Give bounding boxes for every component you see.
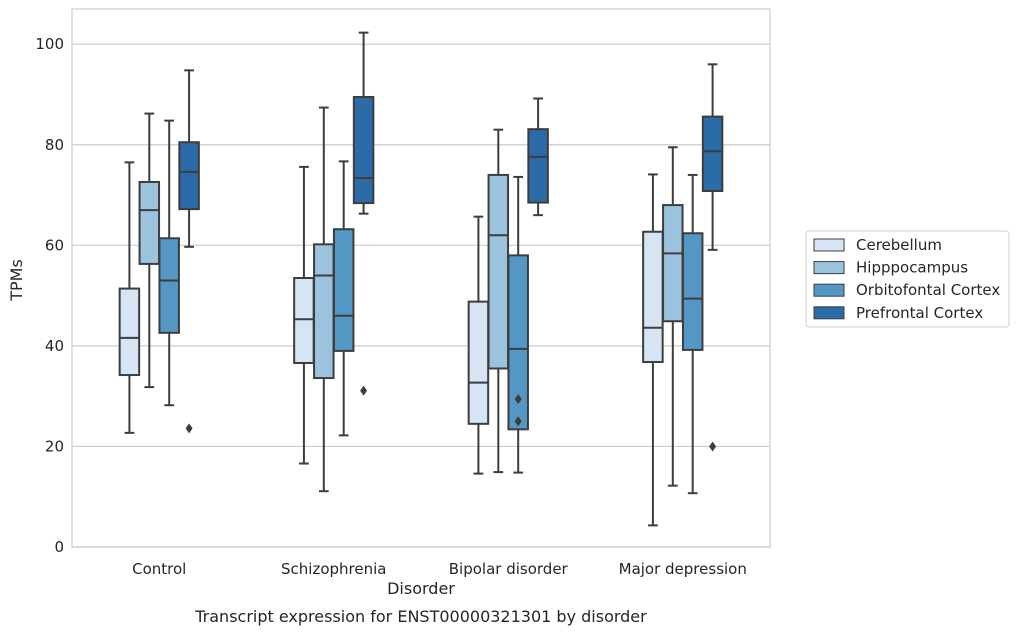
- outlier-point: [514, 416, 522, 427]
- legend-swatch: [813, 283, 845, 297]
- legend-swatch: [813, 238, 845, 252]
- outlier-point: [514, 394, 522, 405]
- x-axis-title: Disorder: [387, 579, 455, 598]
- y-tick-label: 0: [54, 538, 64, 556]
- box-iqr: [118, 287, 141, 377]
- x-tick-label: Major depression: [619, 560, 747, 578]
- box-iqr: [138, 180, 161, 265]
- legend-label: Cerebellum: [856, 236, 942, 254]
- x-tick-labels: Control Schizophrenia Bipolar disorder Majo…: [132, 560, 747, 578]
- outlier-point: [709, 441, 717, 452]
- box-orbitofontal-cortex: [158, 119, 180, 407]
- box-iqr: [467, 300, 490, 425]
- chart-caption: Transcript expression for ENST0000032130…: [194, 607, 647, 626]
- box-iqr: [527, 128, 549, 204]
- box-cerebellum: [467, 215, 490, 475]
- box-cerebellum: [118, 161, 141, 434]
- box-prefrontal-cortex: [352, 31, 375, 396]
- box-iqr: [178, 141, 200, 211]
- box-hipppocampus: [313, 106, 335, 493]
- x-tick-label: Bipolar disorder: [449, 560, 569, 578]
- box-layer: [118, 31, 724, 527]
- box-iqr: [352, 95, 375, 205]
- box-iqr: [487, 173, 510, 370]
- box-iqr: [681, 232, 704, 351]
- legend-label: Prefrontal Cortex: [856, 304, 983, 322]
- box-iqr: [332, 228, 355, 352]
- box-iqr: [313, 243, 335, 380]
- box-prefrontal-cortex: [527, 97, 549, 217]
- y-tick-label: 40: [45, 337, 64, 355]
- box-iqr: [293, 277, 315, 364]
- y-axis-title: TPMs: [7, 259, 26, 302]
- y-tick-label: 60: [45, 236, 64, 254]
- box-prefrontal-cortex: [178, 69, 200, 434]
- x-tick-label: Control: [132, 560, 186, 578]
- box-iqr: [507, 254, 529, 431]
- box-orbitofontal-cortex: [507, 175, 529, 474]
- legend: Cerebellum Hipppocampus Orbitofontal Corte…: [805, 230, 1010, 328]
- box-hipppocampus: [138, 112, 161, 389]
- legend-swatch: [813, 261, 845, 275]
- box-iqr: [662, 204, 684, 323]
- y-tick-labels: 0 20 40 60 80 100: [35, 35, 64, 556]
- legend-label: Hipppocampus: [856, 259, 968, 277]
- outlier-point: [360, 385, 368, 396]
- legend-swatch: [813, 306, 845, 320]
- plot-frame: [71, 8, 771, 548]
- legend-label: Orbitofontal Cortex: [856, 281, 1000, 299]
- legend-items: Cerebellum Hipppocampus Orbitofontal Corte…: [813, 236, 1000, 322]
- y-tick-label: 80: [45, 136, 64, 154]
- y-tick-label: 100: [35, 35, 64, 53]
- y-tick-label: 20: [45, 437, 64, 455]
- outlier-point: [185, 423, 193, 434]
- box-iqr: [642, 230, 664, 363]
- box-orbitofontal-cortex: [681, 173, 704, 495]
- box-prefrontal-cortex: [701, 63, 724, 452]
- box-orbitofontal-cortex: [332, 160, 355, 437]
- box-iqr: [158, 237, 180, 334]
- box-iqr: [701, 115, 724, 193]
- x-tick-label: Schizophrenia: [281, 560, 386, 578]
- legend-frame: [805, 230, 1010, 328]
